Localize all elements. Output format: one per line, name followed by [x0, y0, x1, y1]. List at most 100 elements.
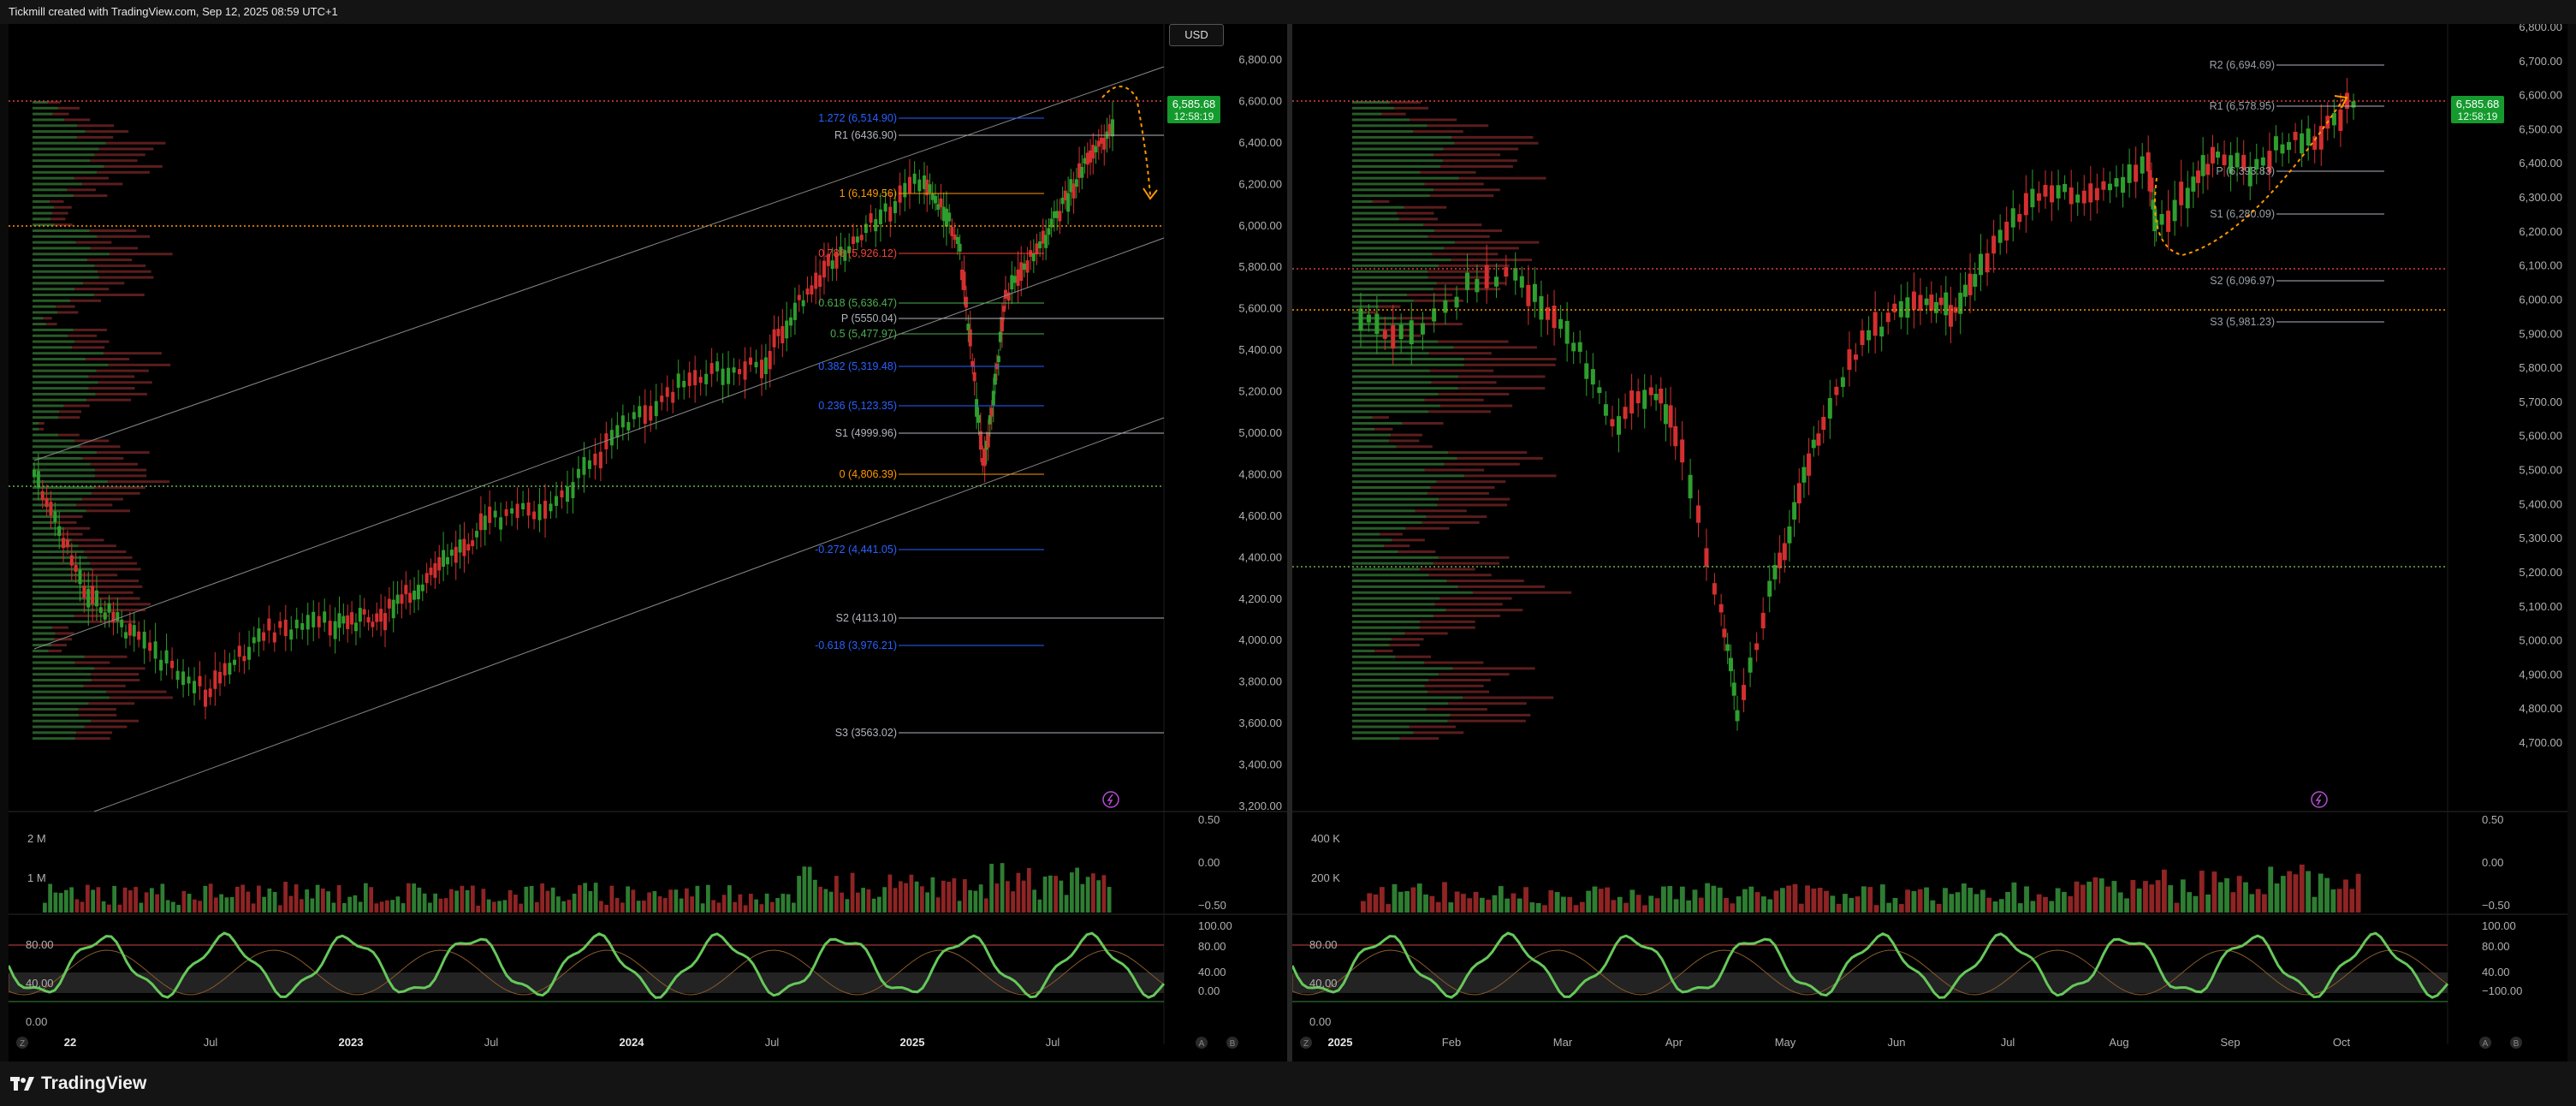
volume-profile-bar — [56, 305, 75, 308]
price-axis-label: 6,600.00 — [1238, 94, 1282, 107]
rsi-axis-label: 80.00 — [2482, 940, 2510, 953]
volume-profile-bar — [1352, 562, 1433, 565]
panel-separator[interactable] — [1287, 24, 1292, 1061]
volume-bar — [1598, 889, 1604, 913]
volume-bar — [1805, 885, 1810, 913]
volume-profile-bar — [1352, 620, 1421, 623]
chart-panel-left[interactable]: 6,800.00 6,600.00 6,400.00 6,200.00 6,000.00… — [9, 24, 1287, 1061]
candle-body — [2306, 128, 2311, 146]
rsi-axis-label: 40.00 — [26, 977, 54, 990]
candle-body — [341, 615, 346, 624]
volume-bar — [1091, 873, 1095, 913]
volume-bar — [1554, 892, 1560, 913]
volume-profile-bar — [1352, 509, 1416, 513]
volume-profile-bar — [1352, 323, 1413, 326]
candle-body — [137, 631, 141, 640]
volume-bar — [2355, 873, 2361, 913]
volume-profile-bar — [33, 369, 97, 372]
volume-bar — [1579, 901, 1585, 913]
volume-bar — [540, 883, 544, 913]
time-axis-label: Apr — [1665, 1036, 1683, 1049]
volume-bar — [1773, 890, 1779, 913]
candle-body — [2159, 214, 2164, 225]
volume-bar — [957, 901, 962, 913]
candle-body — [94, 590, 98, 607]
volume-bar — [807, 866, 812, 913]
volume-profile-bar — [1372, 416, 1389, 419]
volume-bar — [2180, 879, 2186, 913]
volume-bar — [1943, 888, 1948, 913]
price-axis-label: 5,400.00 — [2519, 497, 2562, 510]
volume-profile-bar — [1352, 264, 1439, 267]
volume-bar — [1930, 900, 1936, 913]
candle-body — [504, 508, 508, 516]
volume-profile-bar — [33, 480, 109, 484]
volume-profile-bar — [1352, 445, 1397, 449]
volume-profile-bar — [1424, 684, 1484, 687]
projection-arrowhead — [1143, 187, 1158, 200]
volume-profile-bar — [1352, 673, 1439, 676]
chart-panel-right[interactable]: 6,800.00 6,700.00 6,600.00 6,500.00 6,400.00… — [1292, 24, 2567, 1061]
volume-bar — [1410, 887, 1416, 913]
price-axis-label: 5,900.00 — [2519, 327, 2562, 340]
volume-profile-bar — [87, 556, 133, 559]
candle-body — [864, 223, 868, 234]
candle-body — [74, 564, 78, 572]
level-label: -0.618 (3,976.21) — [815, 639, 897, 651]
volume-bar — [181, 890, 187, 913]
corner-button[interactable] — [1226, 1037, 1238, 1049]
volume-profile-bar — [1438, 556, 1510, 559]
volume-profile-bar — [1352, 497, 1439, 501]
volume-profile-bar — [89, 229, 137, 232]
candle-body — [466, 544, 471, 551]
candle-body — [1571, 342, 1576, 352]
pivot-label: R1 (6,578.95) — [2210, 100, 2275, 112]
volume-bar — [690, 896, 694, 913]
candle-body — [571, 482, 575, 498]
corner-button[interactable] — [2479, 1037, 2491, 1049]
chart-canvas-left[interactable]: 6,800.00 6,600.00 6,400.00 6,200.00 6,000.00… — [9, 24, 1287, 1061]
volume-bar — [1974, 894, 1979, 913]
volume-profile-bar — [1372, 199, 1390, 203]
chart-canvas-right[interactable]: 6,800.00 6,700.00 6,600.00 6,500.00 6,400.00… — [1292, 24, 2567, 1061]
lightning-icon[interactable] — [2311, 791, 2328, 808]
corner-button[interactable] — [2510, 1037, 2522, 1049]
candle-body — [955, 236, 959, 245]
volume-profile-bar — [63, 526, 91, 530]
rsi-midband — [1292, 972, 2448, 993]
candle-body — [228, 663, 232, 675]
candle-body — [1892, 303, 1897, 312]
volume-profile-bar — [33, 667, 95, 670]
candle-body — [124, 632, 128, 639]
brand[interactable]: TradingView — [10, 1073, 146, 1094]
volume-profile-bar — [33, 305, 56, 308]
corner-button[interactable] — [1300, 1037, 1312, 1049]
candle-body — [2260, 157, 2265, 166]
volume-bar — [246, 891, 251, 913]
candle-body — [939, 198, 943, 208]
volume-bar — [1498, 886, 1504, 913]
volume-profile-bar — [1352, 124, 1427, 128]
corner-button[interactable] — [16, 1037, 28, 1049]
candle-body — [2300, 133, 2305, 154]
lightning-icon[interactable] — [1102, 791, 1119, 808]
candle-body — [912, 173, 917, 184]
volume-bar — [1070, 872, 1074, 913]
candle-body — [350, 612, 354, 625]
level-label: P (5550.04) — [841, 312, 897, 324]
candle-body — [738, 369, 742, 375]
volume-profile-bar — [93, 294, 145, 296]
candle-body — [1382, 330, 1387, 339]
price-axis-label: 3,600.00 — [1238, 717, 1282, 729]
candle-body — [454, 546, 458, 563]
volume-bar — [845, 899, 850, 913]
volume-bar — [893, 888, 898, 913]
volume-bar — [1623, 902, 1629, 913]
candle-body — [598, 451, 602, 469]
volume-bar — [904, 883, 908, 913]
currency-button[interactable]: USD — [1169, 24, 1224, 46]
candle-body — [2010, 208, 2015, 228]
candle-body — [2287, 141, 2292, 151]
volume-profile-bar — [1426, 708, 1487, 711]
corner-button[interactable] — [1196, 1037, 1208, 1049]
